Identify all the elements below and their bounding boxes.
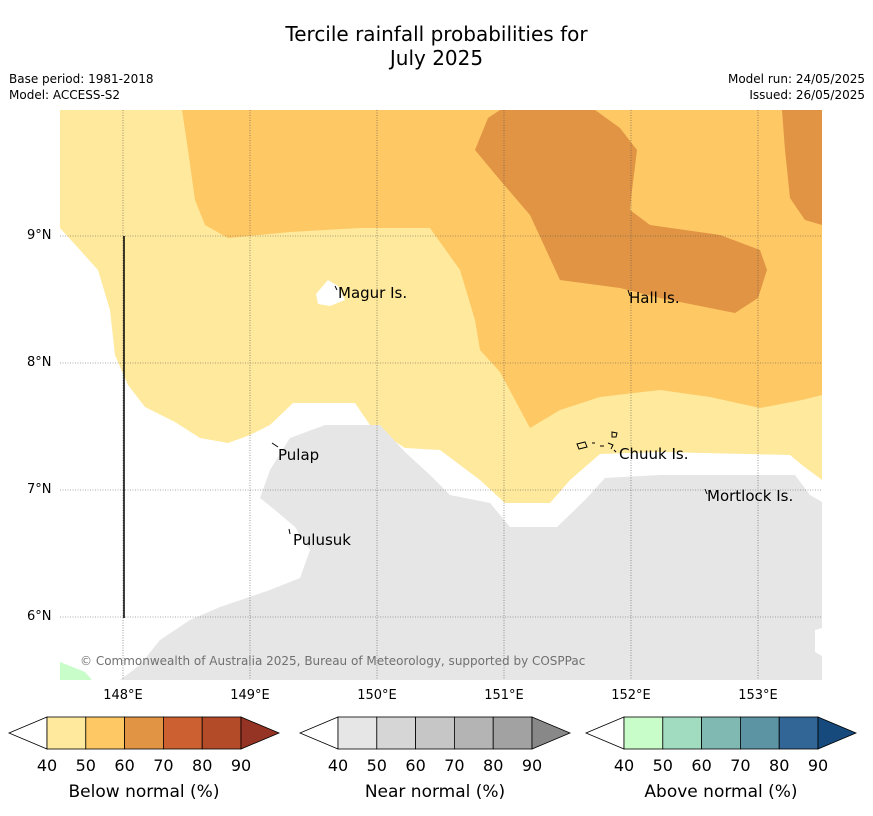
colorbar-2-under-triangle [584, 716, 625, 750]
colorbar-1-tick-60: 60 [405, 756, 426, 775]
colorbar-0-under-triangle [7, 716, 48, 750]
lat-label-9n: 9°N [27, 228, 52, 243]
colorbar-1-tick-90: 90 [521, 756, 543, 775]
model-run: Model run: 24/05/2025 [727, 72, 865, 86]
colorbar-2-tick-90: 90 [807, 756, 829, 775]
lon-label-153e: 153°E [738, 688, 778, 703]
place-label-mortlock: Mortlock Is. [707, 487, 794, 505]
near-normal-40-50-region [120, 425, 822, 680]
colorbar-0-box-2 [124, 716, 164, 750]
colorbar-2-tick-70: 70 [730, 756, 751, 775]
colorbar-0-tick-70: 70 [153, 756, 174, 775]
colorbar-near-normal-title: Near normal (%) [364, 782, 506, 802]
colorbar-above-normal-title: Above normal (%) [644, 782, 798, 802]
below-normal-50-60-region [182, 110, 822, 428]
colorbar-2-tick-40: 40 [613, 756, 635, 775]
gridlines [60, 110, 822, 680]
colorbar-below-normal-title: Below normal (%) [68, 782, 220, 802]
colorbar-1-tick-80: 80 [483, 756, 504, 775]
colorbar-2-box-4 [778, 716, 819, 750]
colorbar-1-box-1 [376, 716, 416, 750]
place-label-pulusuk: Pulusuk [293, 531, 351, 549]
colorbar-2-box-0 [623, 716, 664, 750]
colorbar-1-tick-40: 40 [327, 756, 349, 775]
lon-label-148e: 148°E [103, 688, 143, 703]
place-label-magur: Magur Is. [338, 284, 408, 302]
colorbar-0-over-triangle [240, 716, 281, 750]
colorbar-1-tick-50: 50 [366, 756, 387, 775]
model-name: Model: ACCESS-S2 [9, 88, 121, 102]
map-panel[interactable] [60, 110, 822, 680]
island-marks [271, 285, 708, 535]
colorbar-0-box-4 [201, 716, 242, 750]
colorbar-0-tick-60: 60 [114, 756, 135, 775]
title-line-1: Tercile rainfall probabilities for [285, 22, 588, 46]
colorbar-above-normal [584, 716, 858, 750]
base-period: Base period: 1981-2018 [9, 72, 154, 86]
pulap-island-mark [271, 442, 279, 448]
lat-label-7n: 7°N [27, 482, 52, 497]
colorbar-2-tick-80: 80 [769, 756, 790, 775]
colorbar-1-under-triangle [298, 716, 339, 750]
lat-label-8n: 8°N [27, 355, 52, 370]
lon-label-152e: 152°E [611, 688, 651, 703]
colorbar-1-box-2 [415, 716, 455, 750]
colorbar-2-box-3 [740, 716, 780, 750]
colorbar-2-box-2 [701, 716, 741, 750]
colorbars [7, 716, 858, 750]
colorbar-1-box-4 [492, 716, 533, 750]
colorbar-1-box-3 [453, 716, 494, 750]
colorbar-0-box-0 [46, 716, 87, 750]
colorbar-1-tick-70: 70 [444, 756, 465, 775]
colorbar-0-tick-80: 80 [192, 756, 213, 775]
pulusuk-island-mark [288, 528, 291, 535]
colorbar-0-tick-90: 90 [230, 756, 252, 775]
above-normal-40-50-patch [60, 662, 92, 680]
colorbar-1-over-triangle [531, 716, 572, 750]
below-normal-60-70-region-east [782, 110, 822, 225]
colorbar-near-normal [298, 716, 572, 750]
colorbar-0-tick-50: 50 [75, 756, 96, 775]
colorbar-2-tick-60: 60 [691, 756, 712, 775]
colorbar-0-tick-40: 40 [36, 756, 58, 775]
colorbar-2-over-triangle [817, 716, 858, 750]
chuuk-islands-mark [576, 431, 618, 453]
issued-date: Issued: 26/05/2025 [749, 88, 865, 102]
mortlock-island-mark [704, 488, 708, 495]
place-label-hall: Hall Is. [629, 289, 680, 307]
lon-label-150e: 150°E [357, 688, 397, 703]
magur-no-signal-patch [316, 280, 345, 306]
colorbar-1-box-0 [337, 716, 378, 750]
lon-label-149e: 149°E [230, 688, 270, 703]
hall-island-mark [627, 289, 631, 297]
colorbar-2-box-1 [662, 716, 702, 750]
lon-label-151e: 151°E [484, 688, 524, 703]
below-normal-60-70-region [475, 110, 767, 313]
place-label-pulap: Pulap [278, 446, 320, 464]
copyright-notice: © Commonwealth of Australia 2025, Bureau… [80, 654, 586, 668]
place-label-chuuk: Chuuk Is. [619, 445, 689, 463]
colorbar-0-box-3 [162, 716, 203, 750]
meta-left: Base period: 1981-2018 Model: ACCESS-S2 [9, 71, 154, 103]
map-title: Tercile rainfall probabilities for July … [0, 22, 873, 70]
no-signal-edge-patch [815, 628, 822, 656]
title-line-2: July 2025 [389, 46, 484, 70]
colorbar-0-box-1 [85, 716, 126, 750]
map-canvas[interactable] [60, 110, 822, 680]
magur-island-mark [334, 285, 338, 291]
colorbar-below-normal [7, 716, 281, 750]
meta-right: Model run: 24/05/2025 Issued: 26/05/2025 [728, 71, 865, 103]
lat-label-6n: 6°N [27, 609, 52, 624]
colorbar-2-tick-50: 50 [652, 756, 673, 775]
